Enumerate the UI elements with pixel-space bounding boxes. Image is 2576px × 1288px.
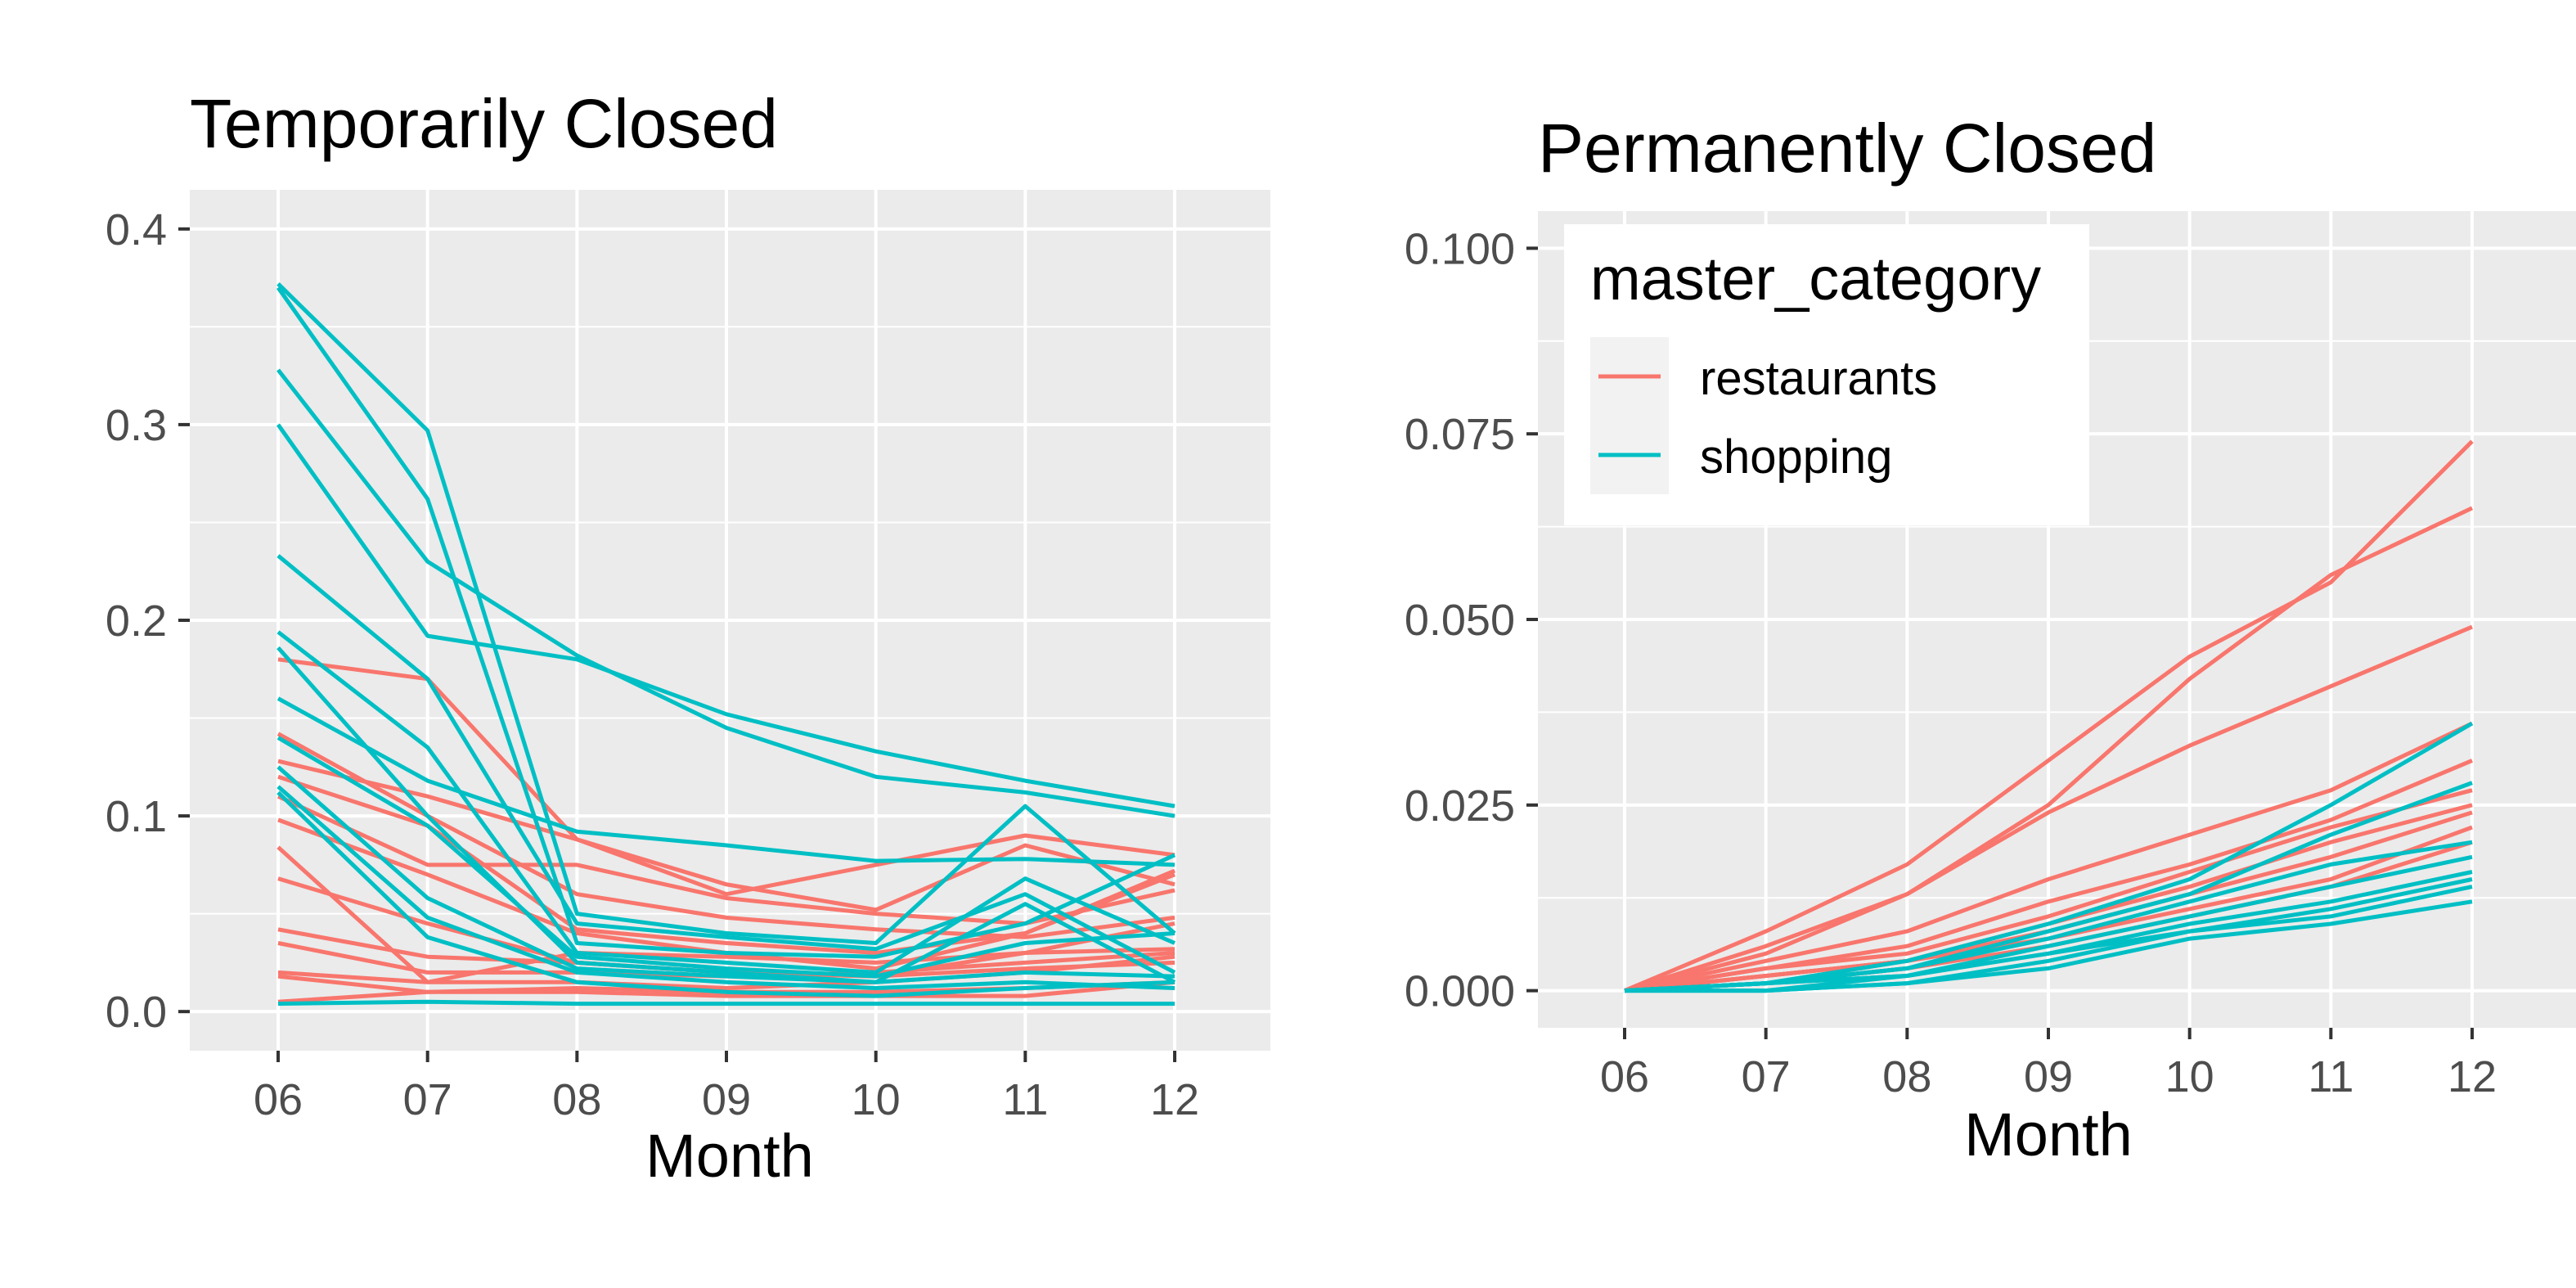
legend: master_category restaurants shopping [1564,224,2089,525]
x-tick-label: 07 [403,1075,452,1124]
x-tick-label: 09 [2024,1052,2073,1101]
x-tick-label: 10 [2165,1052,2214,1101]
x-tick-label: 12 [1150,1075,1199,1124]
series-line-shopping [276,368,1176,818]
y-tick-label: 0.100 [1405,224,1515,273]
series-line-restaurants [1624,721,2474,993]
plot-axes: 0.000 0.025 0.050 0.075 0.100 06 07 08 09 10 11 12 [1405,224,2497,1101]
y-tick-label: 0.0 [106,988,167,1037]
x-tick-label: 07 [1742,1052,1791,1101]
x-tick-label: 11 [2308,1052,2353,1101]
x-tick-label: 08 [1882,1052,1931,1101]
x-tick-label: 08 [552,1075,601,1124]
x-tick-label: 09 [702,1075,751,1124]
x-axis-title: Month [645,1122,814,1190]
legend-label-restaurants: restaurants [1700,352,1937,405]
series-line-restaurants [277,980,1176,1004]
y-tick-label: 0.075 [1405,410,1515,459]
series-line-shopping [276,736,1176,979]
series-line-shopping [277,999,1175,1007]
x-tick-label: 10 [852,1075,901,1124]
plot-series-lines [1624,439,2474,993]
plot-gridlines [190,190,1270,1051]
legend-title: master_category [1590,245,2041,313]
y-tick-label: 0.050 [1405,596,1515,645]
chart-title: Temporarily Closed [190,85,778,162]
series-line-shopping [276,286,1176,959]
series-line-shopping [276,696,1176,867]
series-line-shopping [276,423,1176,808]
series-line-shopping [276,554,1176,975]
permanently-closed-chart: Permanently Closed 0.0000.0250.0500.0750… [1405,110,2576,1169]
series-line-restaurants [1624,624,2473,993]
x-tick-label: 11 [1002,1075,1048,1124]
x-tick-label: 06 [254,1075,303,1124]
series-line-restaurants [1624,788,2473,993]
series-line-shopping [276,646,1176,984]
series-line-shopping [276,785,1176,990]
temporarily-closed-chart: Temporarily Closed 0.0 0.1 0.2 0.3 0.4 06 07 08… [106,85,1270,1190]
series-line-restaurants [1624,439,2474,993]
plot-axes: 0.0 0.1 0.2 0.3 0.4 06 07 08 09 10 11 12 [106,205,1199,1124]
y-tick-label: 0.2 [106,597,167,646]
x-tick-label: 12 [2448,1052,2497,1101]
series-line-shopping [276,790,1176,998]
series-line-shopping [276,765,1176,984]
y-tick-label: 0.000 [1405,967,1515,1016]
plot-series-lines [276,282,1176,1007]
x-axis-title: Month [1964,1101,2133,1169]
y-tick-label: 0.025 [1405,781,1515,831]
x-tick-label: 06 [1600,1052,1649,1101]
series-line-restaurants [277,759,1176,912]
series-line-shopping [276,282,1176,945]
chart-title: Permanently Closed [1538,110,2156,187]
series-line-shopping [1625,899,2473,993]
y-tick-label: 0.4 [106,205,167,254]
y-tick-label: 0.3 [106,401,167,450]
y-tick-label: 0.1 [106,792,167,841]
series-line-shopping [276,630,1176,975]
legend-label-shopping: shopping [1700,430,1892,484]
series-line-restaurants [1624,506,2474,993]
